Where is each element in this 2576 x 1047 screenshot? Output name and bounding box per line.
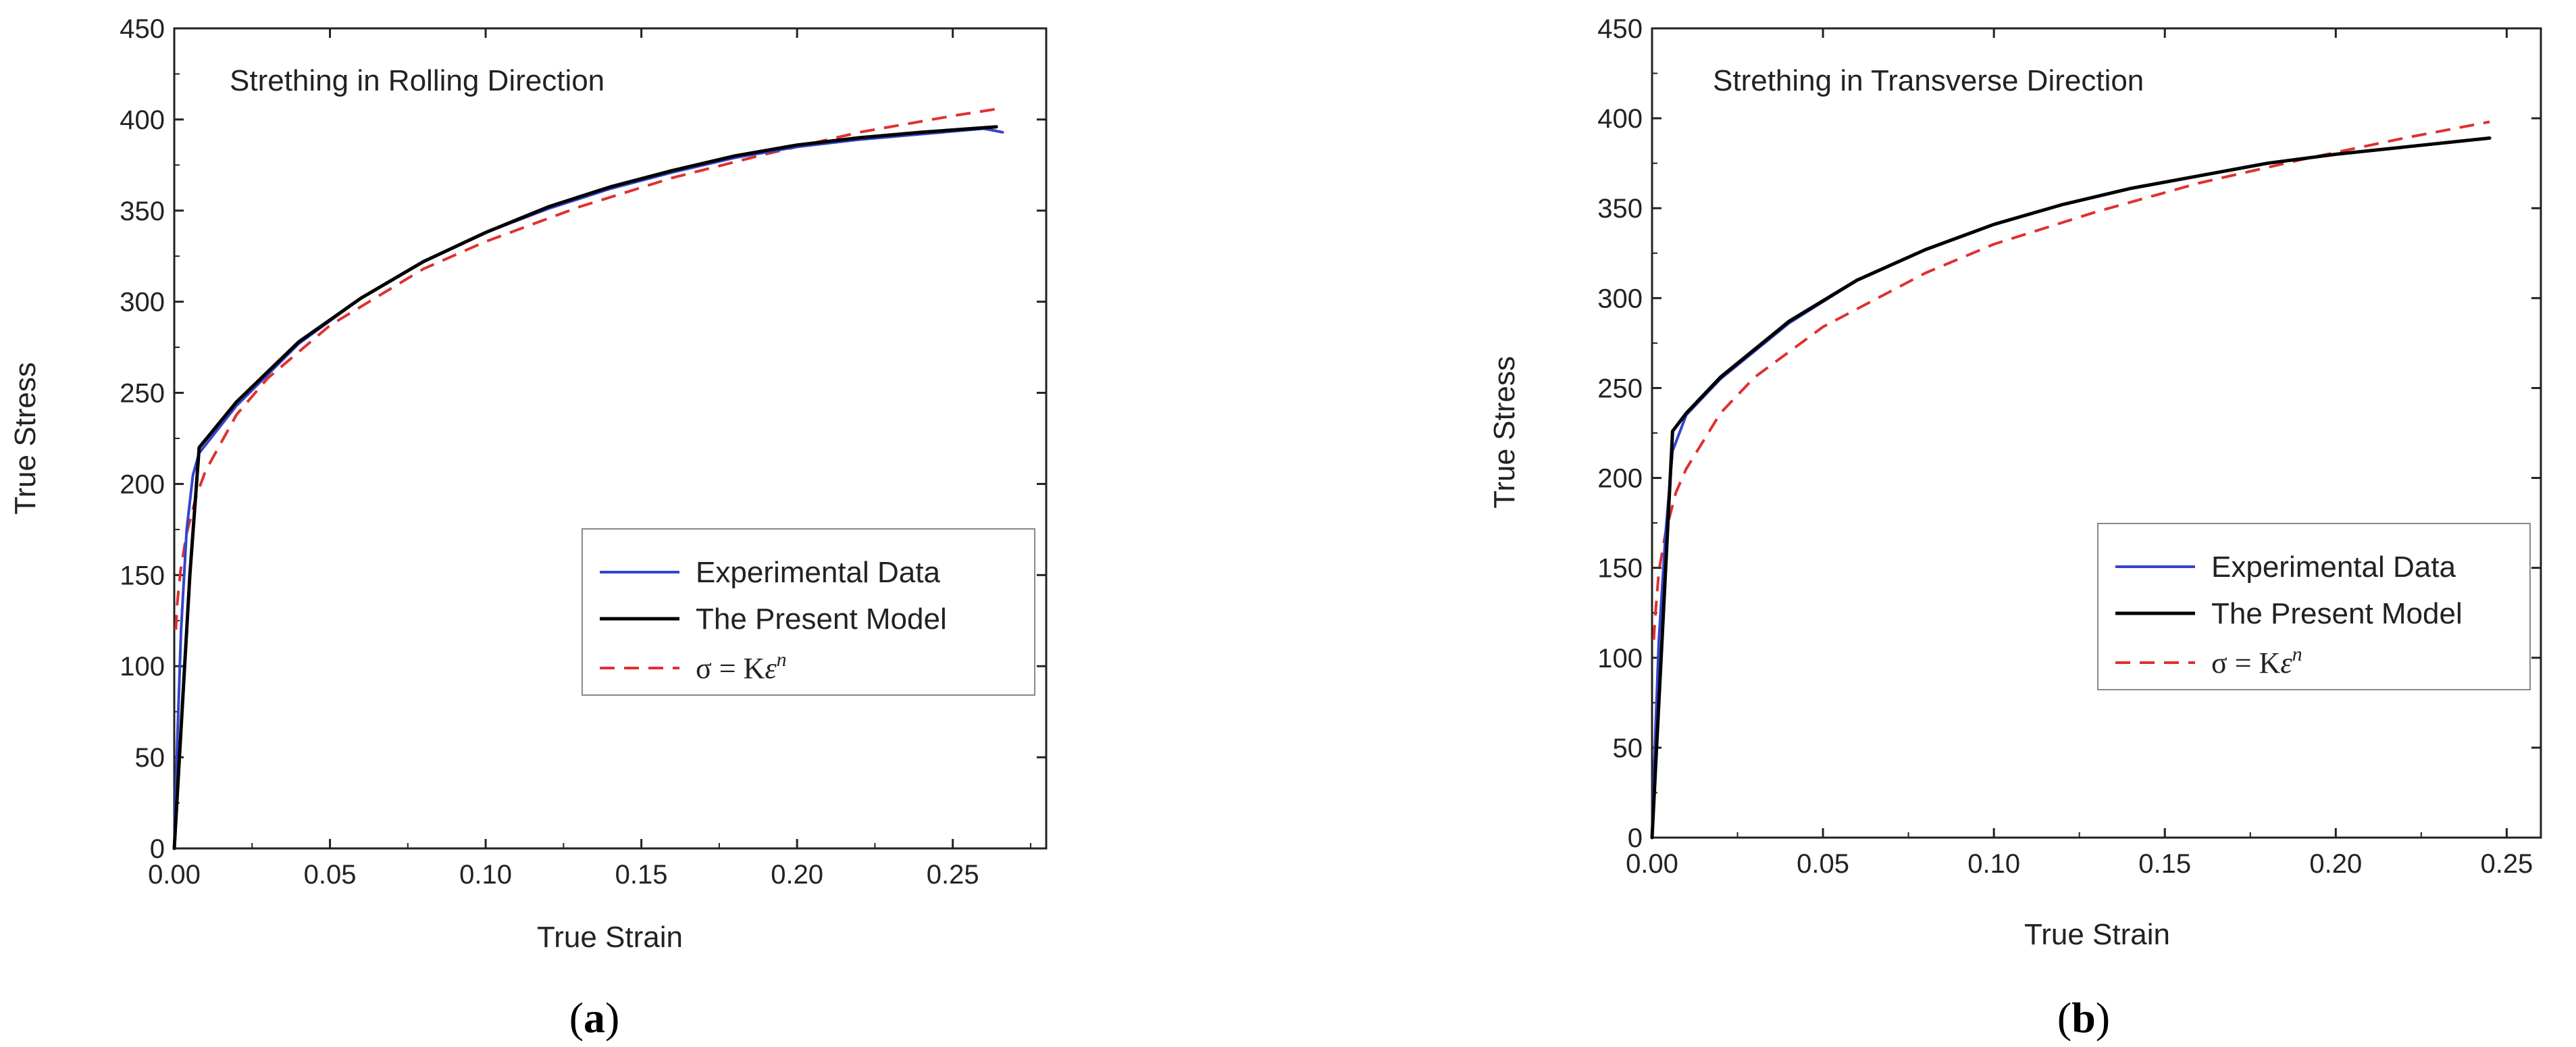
legend-label-experimental-b: Experimental Data <box>2211 551 2456 584</box>
x-tick-label-a-0: 0.00 <box>148 860 201 890</box>
legend-label-model-b: The Present Model <box>2211 597 2463 630</box>
x-tick-label-b-5: 0.25 <box>2480 849 2533 879</box>
plot-area-frame-a <box>173 27 1048 850</box>
x-tick-label-a-2: 0.10 <box>459 860 512 890</box>
x-tick-label-a-1: 0.05 <box>304 860 357 890</box>
y-axis-title-b: True Stress <box>1488 356 1521 509</box>
legend-label-experimental-a: Experimental Data <box>696 556 940 589</box>
y-tick-label-a-2: 100 <box>120 652 165 682</box>
y-tick-label-b-3: 150 <box>1597 554 1643 584</box>
y-tick-label-a-6: 300 <box>120 288 165 317</box>
y-tick-label-b-4: 200 <box>1597 464 1643 494</box>
series-line-a-experimental <box>173 127 1004 850</box>
y-tick-label-b-2: 100 <box>1597 644 1643 673</box>
x-tick-label-a-3: 0.15 <box>615 860 668 890</box>
x-axis-title-b: True Strain <box>2024 918 2170 951</box>
x-tick-label-b-0: 0.00 <box>1626 849 1678 879</box>
panel-a: 0.00 0.05 0.10 0.15 0.20 0.25 0 50 100 150 200 250 3… <box>9 14 1048 1042</box>
y-tick-label-b-8: 400 <box>1597 104 1643 134</box>
y-tick-label-a-8: 400 <box>120 105 165 135</box>
legend-label-power-law-b: σ = Kεn <box>2211 643 2302 680</box>
plot-area-frame-b <box>1651 27 2542 839</box>
y-tick-label-b-7: 350 <box>1597 194 1643 224</box>
x-tick-label-b-3: 0.15 <box>2138 849 2191 879</box>
x-tick-label-a-5: 0.25 <box>927 860 979 890</box>
y-tick-label-a-5: 250 <box>120 379 165 409</box>
y-tick-label-a-1: 50 <box>135 743 165 773</box>
series-line-b-experimental <box>1651 136 2492 839</box>
legend-b: Experimental Data The Present Model σ = … <box>2097 523 2531 690</box>
series-group-b <box>1650 120 2492 840</box>
x-tick-label-b-1: 0.05 <box>1797 849 1849 879</box>
axes-a: 0.00 0.05 0.10 0.15 0.20 0.25 0 50 100 150 200 250 3… <box>120 14 1046 890</box>
x-axis-title-a: True Strain <box>537 921 683 954</box>
y-tick-label-a-0: 0 <box>150 834 165 864</box>
axes-b: 0.00 0.05 0.10 0.15 0.20 0.25 0 50 100 150 200 250 3… <box>1597 14 2541 879</box>
y-axis-title-a: True Stress <box>9 362 42 515</box>
y-tick-label-b-9: 450 <box>1597 14 1643 44</box>
y-tick-label-b-5: 250 <box>1597 374 1643 403</box>
legend-label-model-a: The Present Model <box>696 603 947 636</box>
plot-title-a: Strething in Rolling Direction <box>230 64 604 97</box>
y-tick-label-a-9: 450 <box>120 14 165 44</box>
series-line-b-model <box>1650 136 2492 840</box>
y-tick-label-b-0: 0 <box>1628 823 1643 853</box>
y-tick-label-a-3: 150 <box>120 561 165 590</box>
plot-title-b: Strething in Transverse Direction <box>1713 64 2144 97</box>
series-line-b-power-law <box>1652 120 2490 640</box>
y-tick-label-b-6: 300 <box>1597 284 1643 313</box>
y-tick-label-a-4: 200 <box>120 469 165 499</box>
panel-caption-a: (a) <box>569 994 620 1042</box>
legend-label-power-law-a: σ = Kεn <box>696 648 787 685</box>
panel-b: 0.00 0.05 0.10 0.15 0.20 0.25 0 50 100 150 200 250 3… <box>1488 14 2542 1042</box>
series-line-a-model <box>172 125 998 850</box>
x-tick-label-b-4: 0.20 <box>2309 849 2362 879</box>
y-tick-label-b-1: 50 <box>1613 734 1643 763</box>
x-tick-label-a-4: 0.20 <box>771 860 823 890</box>
legend-a: Experimental Data The Present Model σ = … <box>582 528 1035 696</box>
panel-caption-b: (b) <box>2057 994 2110 1042</box>
x-tick-label-b-2: 0.10 <box>1967 849 2020 879</box>
y-tick-label-a-7: 350 <box>120 197 165 226</box>
series-group-a <box>172 107 1004 850</box>
